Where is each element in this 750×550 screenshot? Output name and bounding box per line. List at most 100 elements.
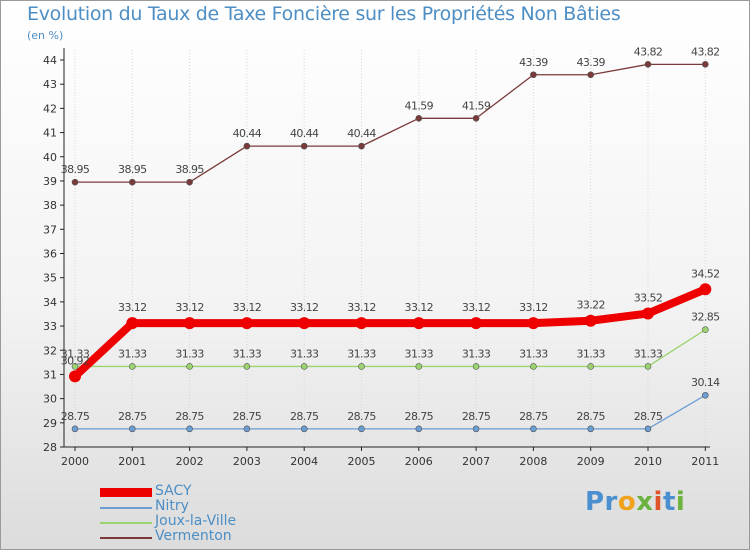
data-point xyxy=(472,363,480,370)
y-tick-label: 41 xyxy=(43,127,57,140)
data-label: 40.44 xyxy=(347,127,376,140)
data-label: 38.95 xyxy=(175,163,204,176)
data-point xyxy=(530,71,537,79)
series-line-nitry xyxy=(74,394,706,430)
data-point xyxy=(472,114,480,122)
legend-swatch-joux-la-ville xyxy=(100,522,152,524)
x-tick-label: 2007 xyxy=(462,455,490,468)
data-point xyxy=(470,317,483,330)
data-point xyxy=(129,178,136,186)
legend-label: Nitry xyxy=(155,498,189,514)
data-label: 28.75 xyxy=(233,410,262,423)
data-label: 31.33 xyxy=(175,347,204,360)
data-label: 28.75 xyxy=(61,410,90,423)
y-tick-label: 44 xyxy=(43,54,57,67)
legend-label: Joux-la-Ville xyxy=(155,513,237,529)
data-point xyxy=(186,178,193,186)
data-point xyxy=(243,425,251,433)
legend: SACY Nitry Joux-la-Ville Vermenton xyxy=(100,483,300,545)
data-label: 31.33 xyxy=(61,347,90,360)
data-label: 31.33 xyxy=(290,347,319,360)
chart-title: Evolution du Taux de Taxe Foncière sur l… xyxy=(27,3,621,25)
x-tick-label: 2010 xyxy=(634,455,662,468)
legend-swatch-sacy xyxy=(100,488,152,497)
legend-swatch-vermenton xyxy=(100,537,152,539)
legend-item-nitry: Nitry xyxy=(100,498,300,515)
data-label: 28.75 xyxy=(519,410,548,423)
data-point xyxy=(642,307,654,320)
data-label: 28.75 xyxy=(634,410,663,423)
y-tick-label: 38 xyxy=(43,199,57,212)
data-label: 33.12 xyxy=(347,301,376,314)
data-label: 33.12 xyxy=(175,301,204,314)
data-label: 32.85 xyxy=(691,311,720,324)
data-label: 31.33 xyxy=(405,347,434,360)
x-tick-label: 2004 xyxy=(290,455,318,468)
data-label: 31.33 xyxy=(576,347,605,360)
data-point xyxy=(358,363,365,370)
series-line-joux-la-ville xyxy=(74,329,706,368)
x-tick-label: 2005 xyxy=(348,455,376,468)
x-tick-label: 2011 xyxy=(691,455,719,468)
data-point xyxy=(300,142,308,150)
data-point xyxy=(415,425,423,433)
data-point xyxy=(415,363,423,370)
data-label: 38.95 xyxy=(118,163,147,176)
y-tick-label: 33 xyxy=(43,320,57,333)
data-label: 33.52 xyxy=(634,291,663,304)
data-label: 31.33 xyxy=(347,347,376,360)
data-point xyxy=(412,317,425,330)
y-tick-label: 43 xyxy=(43,78,57,91)
data-point xyxy=(701,391,709,399)
data-label: 28.75 xyxy=(576,410,605,423)
data-point xyxy=(71,363,79,370)
x-tick-label: 2006 xyxy=(405,455,433,468)
data-point xyxy=(527,317,540,330)
series-line-sacy xyxy=(71,285,710,381)
data-label: 30.92 xyxy=(61,354,90,367)
y-tick-label: 30 xyxy=(43,393,57,406)
y-tick-label: 29 xyxy=(43,417,57,430)
data-label: 28.75 xyxy=(462,410,491,423)
y-tick-label: 37 xyxy=(43,223,57,236)
data-point xyxy=(298,317,311,330)
data-point xyxy=(358,425,365,433)
data-point xyxy=(644,61,652,68)
x-tick-label: 2001 xyxy=(118,455,146,468)
y-tick-label: 32 xyxy=(43,344,57,357)
y-tick-label: 36 xyxy=(43,248,57,261)
data-label: 33.12 xyxy=(462,301,491,314)
data-point xyxy=(472,425,480,433)
data-point xyxy=(71,425,79,433)
data-label: 43.39 xyxy=(519,56,548,69)
data-label: 33.12 xyxy=(519,301,548,314)
data-point xyxy=(183,317,196,330)
series-line-vermenton xyxy=(74,63,706,183)
data-label: 40.44 xyxy=(233,127,262,140)
data-label: 43.82 xyxy=(634,45,663,58)
data-label: 33.22 xyxy=(576,299,605,312)
y-tick-label: 31 xyxy=(43,368,57,381)
x-tick-label: 2008 xyxy=(519,455,547,468)
data-point xyxy=(530,425,537,433)
data-label: 31.33 xyxy=(118,347,147,360)
data-label: 31.33 xyxy=(233,347,262,360)
x-tick-label: 2003 xyxy=(233,455,261,468)
y-tick-label: 28 xyxy=(43,441,57,454)
y-axis-unit: (en %) xyxy=(27,29,64,42)
data-point xyxy=(355,317,368,330)
data-label: 31.33 xyxy=(519,347,548,360)
data-label: 41.59 xyxy=(462,99,491,112)
data-point xyxy=(186,363,193,370)
legend-item-joux-la-ville: Joux-la-Ville xyxy=(100,513,300,530)
data-label: 28.75 xyxy=(347,410,376,423)
data-label: 33.12 xyxy=(233,301,262,314)
data-point xyxy=(71,178,79,186)
data-label: 31.33 xyxy=(634,347,663,360)
data-point xyxy=(358,142,365,150)
y-tick-label: 40 xyxy=(43,151,57,164)
legend-item-sacy: SACY xyxy=(100,483,300,500)
data-point xyxy=(587,71,595,79)
